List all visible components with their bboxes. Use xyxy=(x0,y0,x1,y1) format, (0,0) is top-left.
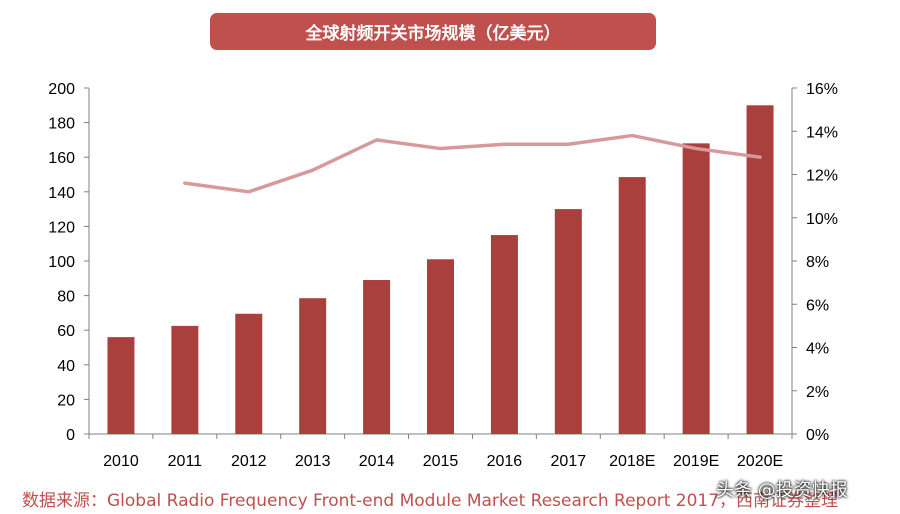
y-tick-label: 40 xyxy=(57,358,75,375)
x-tick-label: 2017 xyxy=(551,453,587,470)
y-tick-label: 200 xyxy=(48,81,75,98)
y-tick-label: 20 xyxy=(57,392,75,409)
y2-tick-label: 16% xyxy=(806,81,838,98)
x-tick-label: 2016 xyxy=(487,453,523,470)
y-tick-label: 0 xyxy=(66,427,75,444)
y-tick-label: 80 xyxy=(57,289,75,306)
x-tick-label: 2011 xyxy=(168,453,203,470)
bar-2017 xyxy=(554,209,582,434)
chart-title: 全球射频开关市场规模（亿美元） xyxy=(210,13,656,50)
y-tick-label: 60 xyxy=(57,323,75,340)
x-tick-label: 2014 xyxy=(359,453,395,470)
y-tick-label: 140 xyxy=(48,185,75,202)
y-tick-label: 180 xyxy=(48,116,75,133)
bar-2011 xyxy=(171,325,199,434)
y2-tick-label: 2% xyxy=(806,384,829,401)
y2-tick-label: 8% xyxy=(806,254,829,271)
x-tick-label: 2019E xyxy=(673,453,719,470)
y-tick-label: 100 xyxy=(48,254,75,271)
bar-2019E xyxy=(682,143,710,435)
y2-tick-label: 6% xyxy=(806,297,829,314)
y2-tick-label: 12% xyxy=(806,168,838,185)
watermark: 头条 @投资快报 xyxy=(716,480,848,501)
bar-2010 xyxy=(107,337,135,434)
bar-2015 xyxy=(427,259,454,434)
x-tick-label: 2020E xyxy=(737,453,783,470)
y2-tick-label: 10% xyxy=(806,211,838,228)
y2-tick-label: 4% xyxy=(806,341,829,358)
x-tick-label: 2010 xyxy=(103,453,139,470)
x-tick-label: 2013 xyxy=(295,453,331,470)
bar-2018E xyxy=(618,177,646,434)
source-note: 数据来源：Global Radio Frequency Front-end Mo… xyxy=(22,491,839,511)
bar-2013 xyxy=(299,298,327,434)
y-tick-label: 160 xyxy=(48,150,75,167)
growth-rate-line xyxy=(183,133,762,194)
y2-tick-label: 0% xyxy=(806,427,829,444)
x-tick-label: 2018E xyxy=(609,453,655,470)
y2-tick-label: 14% xyxy=(806,124,838,141)
bar-2016 xyxy=(490,235,518,434)
bar-2012 xyxy=(235,313,263,434)
bar-2014 xyxy=(363,280,391,434)
x-tick-label: 2012 xyxy=(231,453,267,470)
y-tick-label: 120 xyxy=(48,219,75,236)
x-tick-label: 2015 xyxy=(423,453,459,470)
bar-2020E xyxy=(746,105,774,435)
